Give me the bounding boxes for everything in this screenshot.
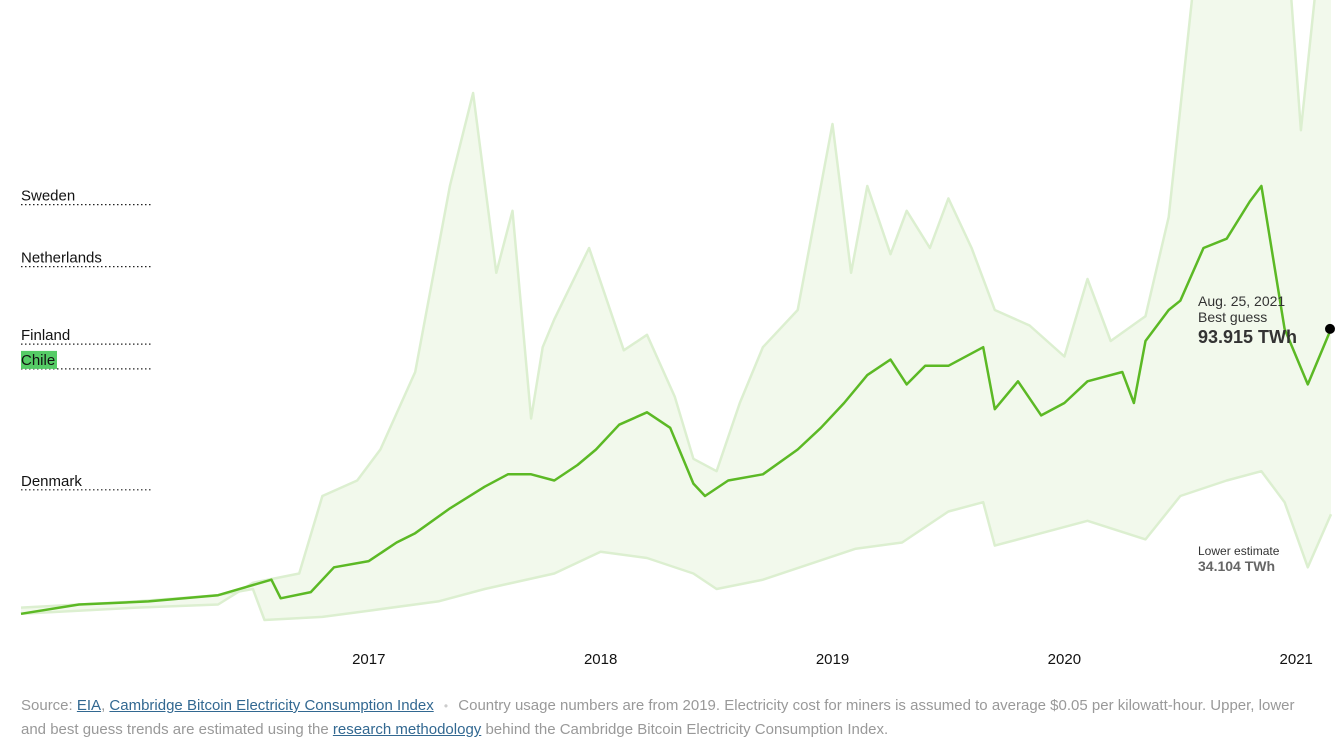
chart: Sweden Netherlands Finland Chile Denmark 201… xyxy=(20,0,1335,668)
source-prefix: Source: xyxy=(21,697,73,714)
reference-label-denmark: Denmark xyxy=(21,473,82,490)
best-guess-endpoint xyxy=(1325,323,1335,334)
x-tick-label-2018: 2018 xyxy=(584,651,617,668)
series-lines-layer xyxy=(20,0,1335,622)
reference-label-finland: Finland xyxy=(21,327,70,344)
x-axis: 2017 2018 2019 2020 2021 xyxy=(352,651,1313,668)
annotation-value: 93.915 TWh xyxy=(1198,327,1297,347)
x-tick-label-2017: 2017 xyxy=(352,651,385,668)
source-comma: , xyxy=(101,697,106,714)
source-note: Source: EIA, Cambridge Bitcoin Electrici… xyxy=(21,694,1321,741)
research-methodology-link[interactable]: research methodology xyxy=(332,721,482,738)
estimate-band xyxy=(21,0,1331,620)
reference-highlight-chile xyxy=(21,350,57,369)
cambridge-index-link[interactable]: Cambridge Bitcoin Electricity Consumptio… xyxy=(109,697,434,714)
source-text-1: Country usage numbers are from 2019. Ele… xyxy=(21,697,1295,738)
reference-lines-layer: Sweden Netherlands Finland Chile Denmark xyxy=(21,188,153,491)
series-line-lower-estimate xyxy=(20,469,1333,622)
series-line-upper-estimate xyxy=(20,0,1316,616)
annotation-date: Aug. 25, 2021 xyxy=(1198,293,1285,309)
lower-estimate-value: 34.104 TWh xyxy=(1198,558,1275,574)
x-tick-label-2020: 2020 xyxy=(1048,651,1081,668)
source-text-2: behind the Cambridge Bitcoin Electricity… xyxy=(485,721,889,738)
annotations: Aug. 25, 2021 Best guess 93.915 TWh Lowe… xyxy=(1198,293,1297,574)
annotation-title: Best guess xyxy=(1198,309,1267,325)
reference-label-sweden: Sweden xyxy=(21,188,75,205)
reference-label-netherlands: Netherlands xyxy=(21,250,102,267)
x-tick-label-2021: 2021 xyxy=(1280,651,1313,668)
lower-estimate-title: Lower estimate xyxy=(1198,544,1280,558)
x-tick-label-2019: 2019 xyxy=(816,651,849,668)
series-line-best-guess xyxy=(20,184,1333,616)
bullet-separator: • xyxy=(443,699,449,713)
estimate-band-layer xyxy=(21,0,1331,620)
eia-link[interactable]: EIA xyxy=(76,697,102,714)
reference-label-chile: Chile xyxy=(21,352,55,369)
